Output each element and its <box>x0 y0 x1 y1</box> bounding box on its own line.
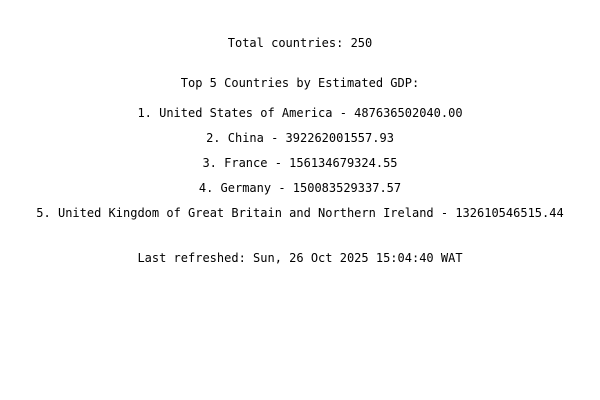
list-item: 4. Germany - 150083529337.57 <box>198 181 402 195</box>
top-countries-heading: Top 5 Countries by Estimated GDP: <box>180 76 420 90</box>
list-item: 2. China - 392262001557.93 <box>206 131 394 145</box>
list-item: 5. United Kingdom of Great Britain and N… <box>36 206 564 220</box>
total-countries-text: Total countries: 250 <box>227 36 373 50</box>
list-item: 1. United States of America - 4876365020… <box>137 106 463 120</box>
top-countries-list: 1. United States of America - 4876365020… <box>0 105 600 230</box>
list-item: 3. France - 156134679324.55 <box>202 156 398 170</box>
last-refreshed-text: Last refreshed: Sun, 26 Oct 2025 15:04:4… <box>137 251 463 265</box>
